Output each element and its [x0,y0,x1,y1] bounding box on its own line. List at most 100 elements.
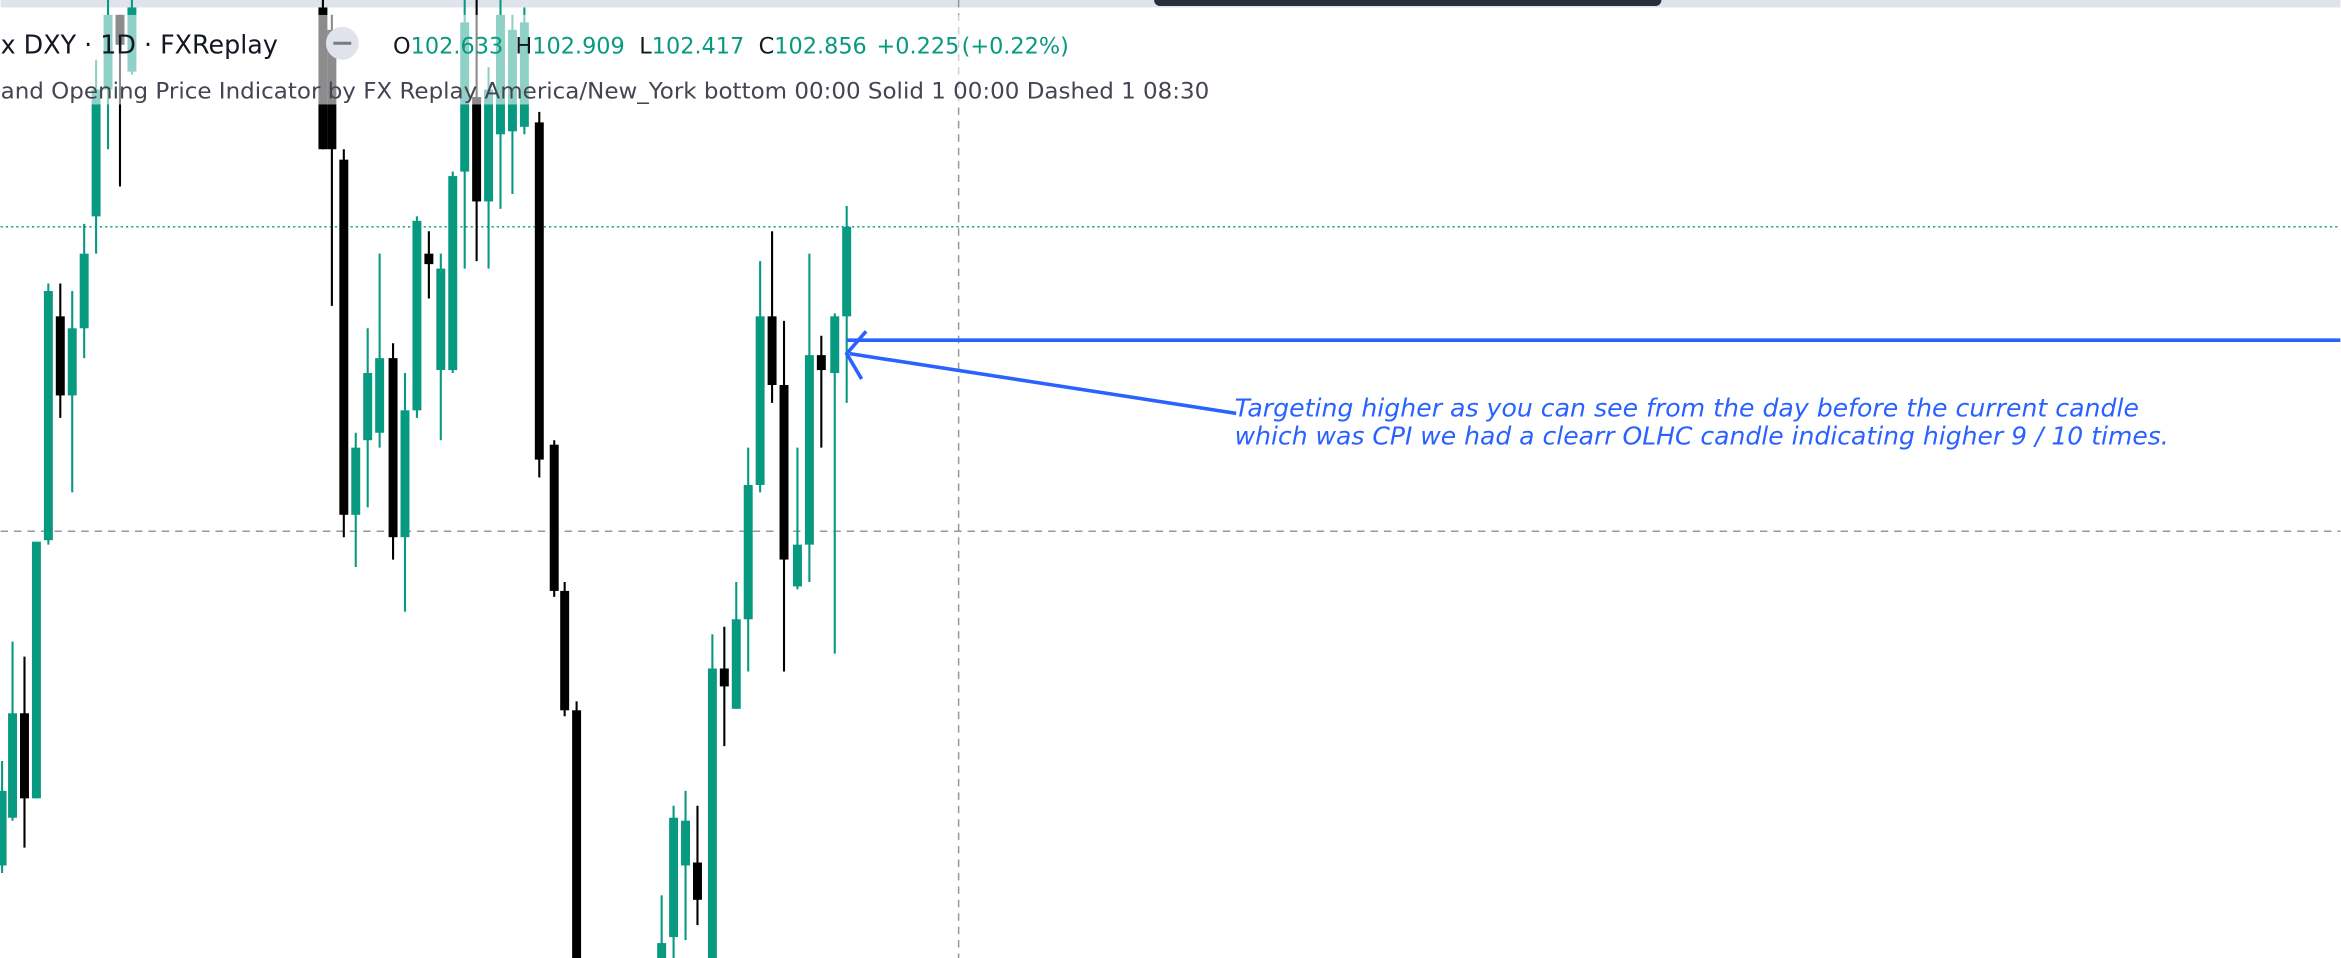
candle [572,701,582,958]
candle-body [755,316,765,485]
ohlc-value: 102.909 [532,34,625,60]
candle [743,447,753,672]
candle [560,581,570,717]
candle-body [657,943,667,958]
candle-body [804,355,814,545]
candle [767,231,777,403]
candle [8,641,18,821]
ohlc-value: 102.856 [774,34,867,60]
legend-backdrop [0,14,1075,105]
candle [657,895,667,958]
candle [400,373,410,612]
candle-body [43,290,53,541]
candle [830,313,840,654]
candle-body [484,89,494,202]
candle [351,432,361,568]
candle-body [669,817,679,938]
candle [755,261,765,493]
arrow-line [849,351,1237,416]
candle-body [707,668,717,958]
candle-body [549,444,559,591]
candle-body [339,159,349,515]
candle [669,805,679,958]
annotation-line: Targeting higher as you can see from the… [1235,393,2139,422]
candle [0,761,7,873]
candle [363,328,373,508]
candle [792,447,802,590]
candle [681,790,691,941]
candle-body [375,358,385,433]
candle-body [400,410,410,538]
candle [31,541,41,799]
candle-body [779,384,789,560]
candle-body [388,358,398,538]
ohlc-label: L [639,34,652,60]
candle-body [560,590,570,711]
candle-body [842,226,852,317]
candle [20,656,29,848]
candle-body [792,544,802,587]
candle-body [681,820,691,866]
candle-body [351,447,361,515]
candle [816,335,826,448]
candle [692,805,702,926]
candle [719,626,729,747]
candle-body [830,316,840,374]
candle [779,320,789,672]
candle [707,634,717,958]
candle [842,205,852,403]
candle-body [412,220,422,411]
ohlc-label: O [393,34,411,60]
candle [339,149,349,538]
candle-body [0,790,7,866]
candle [424,231,434,299]
candle-body [767,316,777,385]
candle-body [8,713,18,818]
candle-body [448,176,458,371]
candle-body [534,122,544,460]
candle-body [572,710,582,958]
change: +0.225 [877,34,960,60]
candle-body [79,253,89,329]
candle [534,111,544,478]
candle [79,223,89,359]
top-tab [1154,0,1662,6]
candle [731,581,741,709]
ohlc-legend: O102.633 H102.909 L102.417 C102.856 +0.2… [393,34,1069,60]
candle-body [816,355,826,371]
ohlc-value: 102.417 [652,34,745,60]
candle-body [91,89,101,217]
candle-body [20,713,29,799]
candle [388,343,398,560]
candle-body [67,328,77,396]
candle-body [472,96,482,202]
candle [55,283,65,418]
candle [549,440,559,597]
candle [67,290,77,493]
candle-body [363,373,373,441]
candle [448,171,458,374]
annotation-line: which was CPI we had a clearr OLHC candl… [1235,422,2169,451]
candle-body [692,862,702,900]
candle-body [55,316,65,396]
indicator-label: and Opening Price Indicator by FX Replay… [1,78,1210,104]
change-percent: (+0.22%) [962,34,1069,60]
candle [412,216,422,418]
ohlc-value: 102.633 [411,34,504,60]
candle-body [719,668,729,687]
candle [436,253,446,441]
candle-body [424,253,434,265]
candle-body [743,484,753,620]
candle [804,253,814,582]
candle-body [731,619,741,709]
candle-body [31,541,41,799]
ohlc-label: C [759,34,775,60]
candle [375,253,385,448]
candle-body [436,268,446,371]
symbol-title: x DXY · 1D · FXReplay [1,30,278,60]
ohlc-label: H [515,34,532,60]
arrow-head [844,330,868,380]
